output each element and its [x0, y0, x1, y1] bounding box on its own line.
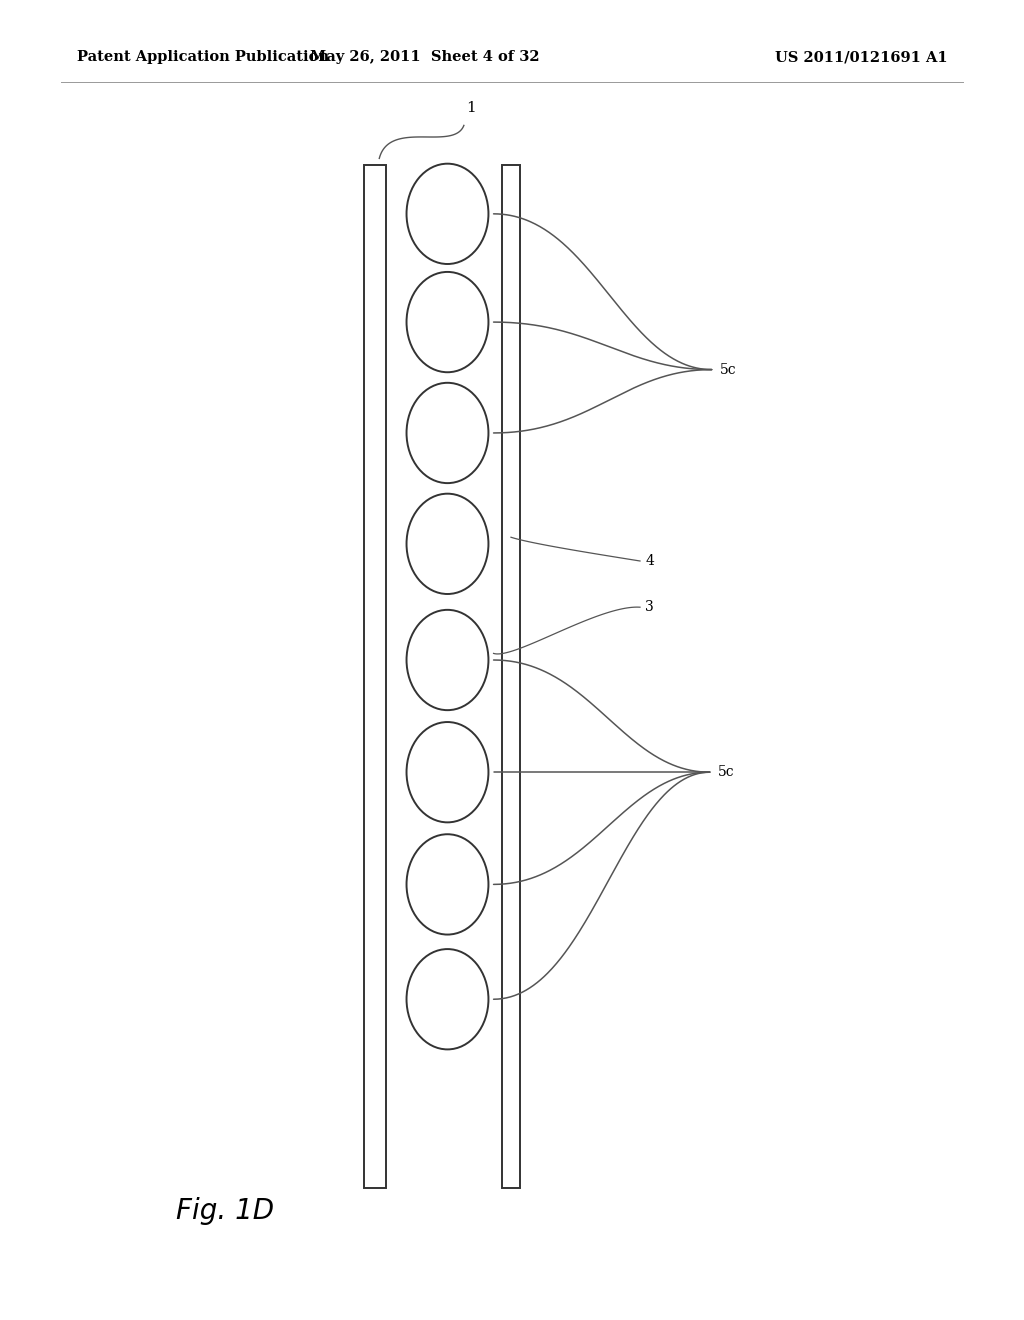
Text: 4: 4 [645, 554, 654, 568]
Ellipse shape [407, 272, 488, 372]
Text: Patent Application Publication: Patent Application Publication [77, 50, 329, 65]
Ellipse shape [407, 834, 488, 935]
Text: 1: 1 [466, 100, 476, 115]
Text: US 2011/0121691 A1: US 2011/0121691 A1 [774, 50, 947, 65]
Bar [502, 165, 520, 1188]
Ellipse shape [407, 722, 488, 822]
Ellipse shape [407, 164, 488, 264]
Ellipse shape [407, 383, 488, 483]
Ellipse shape [407, 949, 488, 1049]
Text: 5c: 5c [720, 363, 736, 376]
Text: 5c: 5c [718, 766, 734, 779]
Ellipse shape [407, 494, 488, 594]
Text: 3: 3 [645, 601, 654, 614]
Bar [364, 165, 386, 1188]
Text: May 26, 2011  Sheet 4 of 32: May 26, 2011 Sheet 4 of 32 [310, 50, 540, 65]
Ellipse shape [407, 610, 488, 710]
Text: Fig. 1D: Fig. 1D [176, 1197, 274, 1225]
